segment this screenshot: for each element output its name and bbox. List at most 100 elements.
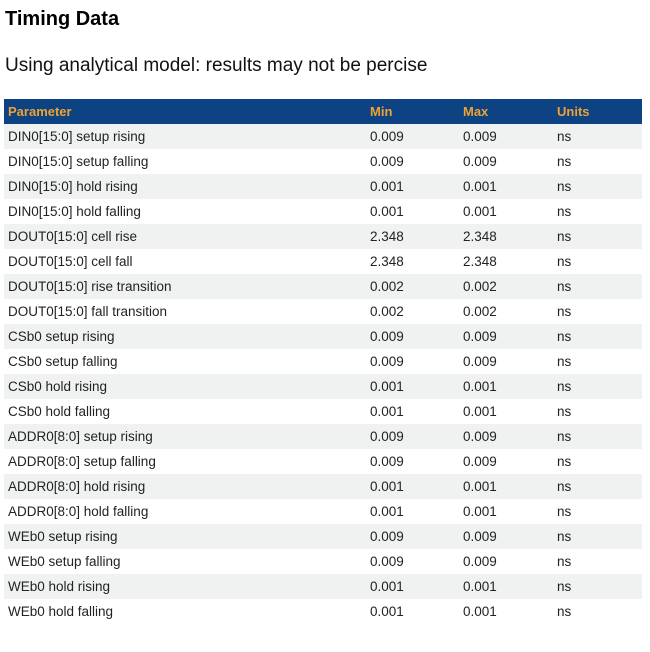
cell-min: 0.009 <box>370 154 404 169</box>
cell-max: 0.009 <box>463 329 497 344</box>
table-row: DOUT0[15:0] cell fall 2.348 2.348 ns <box>4 249 642 274</box>
cell-parameter: ADDR0[8:0] hold falling <box>8 504 149 519</box>
table-row: DIN0[15:0] setup falling 0.009 0.009 ns <box>4 149 642 174</box>
cell-max: 0.001 <box>463 204 497 219</box>
cell-min: 0.009 <box>370 554 404 569</box>
page-subtitle: Using analytical model: results may not … <box>5 55 428 76</box>
cell-min: 0.009 <box>370 354 404 369</box>
table-header-row: Parameter Min Max Units <box>4 99 642 124</box>
cell-parameter: ADDR0[8:0] setup falling <box>8 454 156 469</box>
column-header-parameter: Parameter <box>4 99 366 124</box>
cell-parameter: WEb0 hold rising <box>8 579 111 594</box>
table-row: CSb0 hold falling 0.001 0.001 ns <box>4 399 642 424</box>
table-row: DIN0[15:0] setup rising 0.009 0.009 ns <box>4 124 642 149</box>
cell-units: ns <box>557 379 572 394</box>
cell-max: 0.002 <box>463 279 497 294</box>
cell-parameter: ADDR0[8:0] hold rising <box>8 479 146 494</box>
cell-min: 2.348 <box>370 254 404 269</box>
cell-parameter: DOUT0[15:0] cell fall <box>8 254 133 269</box>
cell-min: 0.009 <box>370 454 404 469</box>
cell-units: ns <box>557 204 572 219</box>
cell-units: ns <box>557 229 572 244</box>
cell-units: ns <box>557 179 572 194</box>
cell-units: ns <box>557 354 572 369</box>
cell-min: 0.001 <box>370 204 404 219</box>
table-row: WEb0 setup rising 0.009 0.009 ns <box>4 524 642 549</box>
cell-units: ns <box>557 504 572 519</box>
table-row: ADDR0[8:0] hold rising 0.001 0.001 ns <box>4 474 642 499</box>
table-body: DIN0[15:0] setup rising 0.009 0.009 ns DIN0[… <box>4 124 642 624</box>
table-row: DIN0[15:0] hold rising 0.001 0.001 ns <box>4 174 642 199</box>
table-row: CSb0 setup falling 0.009 0.009 ns <box>4 349 642 374</box>
cell-max: 0.001 <box>463 379 497 394</box>
cell-min: 0.001 <box>370 504 404 519</box>
cell-parameter: CSb0 setup falling <box>8 354 118 369</box>
table-row: WEb0 setup falling 0.009 0.009 ns <box>4 549 642 574</box>
timing-report-page: { "page": { "title": "Timing Data", "sub… <box>0 6 650 652</box>
cell-parameter: DIN0[15:0] setup falling <box>8 154 149 169</box>
cell-max: 0.001 <box>463 579 497 594</box>
table-row: DOUT0[15:0] rise transition 0.002 0.002 ns <box>4 274 642 299</box>
cell-units: ns <box>557 579 572 594</box>
table-row: ADDR0[8:0] setup rising 0.009 0.009 ns <box>4 424 642 449</box>
table-row: WEb0 hold falling 0.001 0.001 ns <box>4 599 642 624</box>
cell-units: ns <box>557 429 572 444</box>
cell-max: 0.009 <box>463 529 497 544</box>
cell-min: 0.009 <box>370 329 404 344</box>
table-row: DOUT0[15:0] fall transition 0.002 0.002 ns <box>4 299 642 324</box>
cell-min: 2.348 <box>370 229 404 244</box>
table-row: CSb0 setup rising 0.009 0.009 ns <box>4 324 642 349</box>
cell-units: ns <box>557 329 572 344</box>
cell-min: 0.009 <box>370 529 404 544</box>
cell-parameter: DIN0[15:0] setup rising <box>8 129 146 144</box>
cell-max: 0.009 <box>463 354 497 369</box>
cell-min: 0.009 <box>370 429 404 444</box>
cell-parameter: DOUT0[15:0] rise transition <box>8 279 172 294</box>
cell-units: ns <box>557 404 572 419</box>
cell-parameter: CSb0 setup rising <box>8 329 115 344</box>
cell-max: 0.009 <box>463 429 497 444</box>
cell-parameter: ADDR0[8:0] setup rising <box>8 429 153 444</box>
cell-units: ns <box>557 529 572 544</box>
cell-min: 0.009 <box>370 129 404 144</box>
cell-parameter: CSb0 hold rising <box>8 379 108 394</box>
cell-max: 0.001 <box>463 179 497 194</box>
table-row: ADDR0[8:0] setup falling 0.009 0.009 ns <box>4 449 642 474</box>
page-title: Timing Data <box>5 8 120 30</box>
cell-units: ns <box>557 129 572 144</box>
cell-min: 0.001 <box>370 479 404 494</box>
cell-min: 0.001 <box>370 604 404 619</box>
table-row: WEb0 hold rising 0.001 0.001 ns <box>4 574 642 599</box>
cell-parameter: WEb0 setup rising <box>8 529 118 544</box>
cell-parameter: WEb0 setup falling <box>8 554 121 569</box>
cell-min: 0.001 <box>370 379 404 394</box>
cell-max: 0.009 <box>463 154 497 169</box>
cell-max: 2.348 <box>463 229 497 244</box>
cell-units: ns <box>557 604 572 619</box>
cell-units: ns <box>557 154 572 169</box>
cell-parameter: WEb0 hold falling <box>8 604 114 619</box>
cell-units: ns <box>557 279 572 294</box>
cell-min: 0.001 <box>370 404 404 419</box>
cell-max: 0.001 <box>463 479 497 494</box>
cell-min: 0.002 <box>370 279 404 294</box>
cell-max: 2.348 <box>463 254 497 269</box>
cell-units: ns <box>557 554 572 569</box>
cell-units: ns <box>557 254 572 269</box>
table-row: CSb0 hold rising 0.001 0.001 ns <box>4 374 642 399</box>
column-header-units: Units <box>553 99 642 124</box>
cell-parameter: DOUT0[15:0] fall transition <box>8 304 168 319</box>
timing-data-table: Parameter Min Max Units DIN0[15:0] setup… <box>4 99 642 624</box>
cell-units: ns <box>557 479 572 494</box>
table-row: DIN0[15:0] hold falling 0.001 0.001 ns <box>4 199 642 224</box>
cell-max: 0.009 <box>463 454 497 469</box>
column-header-min: Min <box>366 99 459 124</box>
cell-units: ns <box>557 454 572 469</box>
cell-parameter: DOUT0[15:0] cell rise <box>8 229 138 244</box>
cell-min: 0.001 <box>370 579 404 594</box>
column-header-max: Max <box>459 99 553 124</box>
table-row: ADDR0[8:0] hold falling 0.001 0.001 ns <box>4 499 642 524</box>
cell-max: 0.001 <box>463 504 497 519</box>
cell-max: 0.001 <box>463 604 497 619</box>
cell-parameter: CSb0 hold falling <box>8 404 111 419</box>
